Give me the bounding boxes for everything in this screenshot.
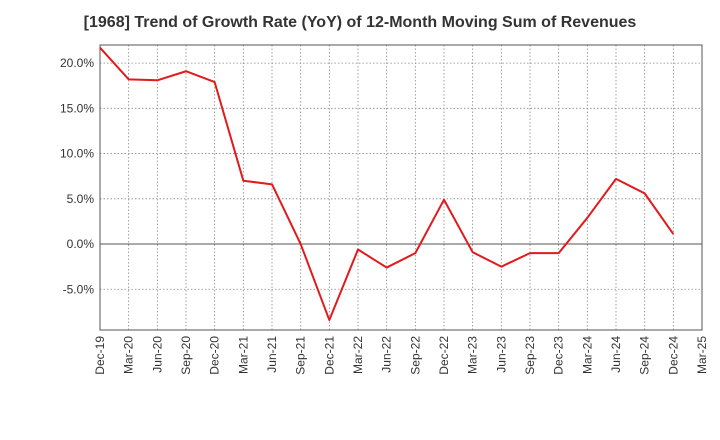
series-layer	[99, 47, 675, 322]
x-tick-label: Mar-22	[351, 336, 365, 374]
series-line	[99, 47, 675, 322]
x-tick-label: Jun-20	[150, 336, 164, 373]
x-tick-label: Jun-23	[494, 336, 508, 373]
x-tick-label: Sep-24	[638, 336, 652, 375]
x-tick-label: Jun-24	[609, 336, 623, 373]
x-tick-label: Jun-22	[380, 336, 394, 373]
x-tick-label: Mar-24	[580, 336, 594, 374]
x-tick-label: Dec-23	[552, 336, 566, 375]
grid-lines	[100, 45, 702, 330]
x-tick-label: Sep-21	[294, 336, 308, 375]
x-tick-label: Dec-19	[93, 336, 107, 375]
y-tick-label: 20.0%	[60, 56, 94, 70]
x-tick-label: Dec-22	[437, 336, 451, 375]
x-tick-label: Mar-25	[695, 336, 709, 374]
x-tick-label: Mar-21	[236, 336, 250, 374]
x-tick-label: Mar-23	[466, 336, 480, 374]
x-tick-label: Dec-24	[666, 336, 680, 375]
x-tick-label: Dec-21	[322, 336, 336, 375]
y-tick-label: 5.0%	[67, 192, 95, 206]
x-tick-label: Dec-20	[208, 336, 222, 375]
x-tick-label: Sep-23	[523, 336, 537, 375]
y-tick-label: 0.0%	[67, 237, 95, 251]
x-tick-label: Sep-20	[179, 336, 193, 375]
y-tick-label: 10.0%	[60, 147, 94, 161]
chart-title: [1968] Trend of Growth Rate (YoY) of 12-…	[83, 14, 637, 31]
tick-labels: 20.0% 15.0% 10.0% 5.0% 0.0% -5.0% Dec-19 Mar-20…	[60, 56, 709, 375]
x-tick-label: Jun-21	[265, 336, 279, 373]
plot-frame	[99, 44, 703, 331]
x-tick-label: Mar-20	[122, 336, 136, 374]
x-tick-label: Sep-22	[408, 336, 422, 375]
axes	[99, 44, 703, 331]
y-tick-label: -5.0%	[63, 282, 95, 296]
y-tick-label: 15.0%	[60, 101, 94, 115]
